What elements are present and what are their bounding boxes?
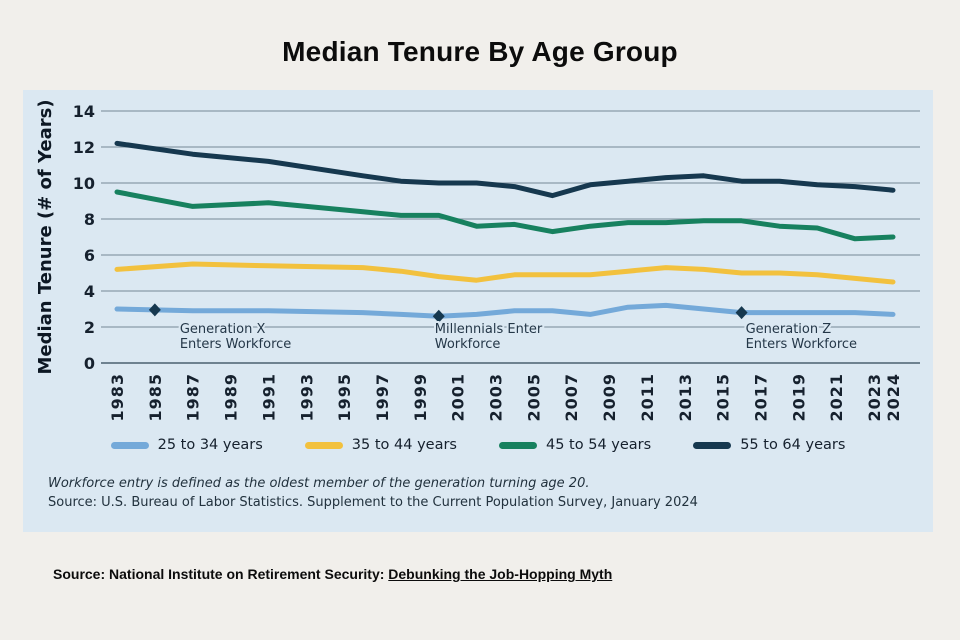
generation-marker-icon <box>735 306 748 320</box>
legend-item: 35 to 44 years <box>304 437 457 453</box>
x-tick-label: 1995 <box>335 373 354 422</box>
x-tick-label: 2007 <box>562 373 581 422</box>
annotation-label: Workforce <box>435 337 501 352</box>
series-line-55-to-64-years <box>114 140 896 199</box>
legend-label: 45 to 54 years <box>546 437 652 453</box>
legend-swatch-icon <box>499 441 537 449</box>
x-tick-label: 2023 <box>865 373 884 422</box>
bls-source-footnote: Source: U.S. Bureau of Labor Statistics.… <box>48 495 698 510</box>
x-tick-label: 2021 <box>827 373 846 422</box>
x-tick-label: 2015 <box>714 373 733 422</box>
legend-label: 55 to 64 years <box>740 437 846 453</box>
generation-marker-icon <box>432 309 445 323</box>
source-note-prefix: Source: National Institute on Retirement… <box>53 566 389 582</box>
x-tick-label: 2017 <box>752 373 771 422</box>
x-tick-label: 2005 <box>524 373 543 422</box>
source-note: Source: National Institute on Retirement… <box>53 566 612 582</box>
y-tick-label: 10 <box>73 174 95 193</box>
x-tick-label: 1989 <box>222 373 241 422</box>
source-link[interactable]: Debunking the Job-Hopping Myth <box>388 566 613 582</box>
x-tick-label: 1997 <box>373 373 392 422</box>
series-line-45-to-54-years <box>114 189 896 242</box>
x-tick-label: 1985 <box>146 373 165 422</box>
x-tick-label: 2003 <box>487 373 506 422</box>
legend-item: 45 to 54 years <box>499 437 651 453</box>
annotation-label: Enters Workforce <box>746 337 857 352</box>
y-tick-label: 6 <box>84 246 95 265</box>
chart-panel: 0 2 4 6 8 10 12 14 Median Tenure (# of Years) 198… <box>23 90 933 532</box>
x-tick-label: 2019 <box>789 373 808 422</box>
legend-item: 55 to 64 years <box>693 437 845 453</box>
x-tick-label: 1993 <box>297 373 316 422</box>
y-tick-label: 0 <box>84 354 95 373</box>
y-tick-label: 4 <box>84 282 95 301</box>
legend-swatch-icon <box>693 441 732 449</box>
x-tick-label: 1987 <box>184 373 203 422</box>
workforce-entry-footnote: Workforce entry is defined as the oldest… <box>48 476 590 491</box>
y-tick-label: 2 <box>84 318 95 337</box>
gridlines: 0 2 4 6 8 10 12 14 <box>73 102 920 373</box>
x-tick-label: 2009 <box>600 373 619 422</box>
generation-marker-icon <box>148 303 161 317</box>
tenure-line-chart: 0 2 4 6 8 10 12 14 Median Tenure (# of Years) 198… <box>35 99 920 422</box>
y-tick-label: 14 <box>73 102 95 121</box>
x-tick-label: 1991 <box>259 373 278 422</box>
x-tick-label: 2024 <box>884 373 903 422</box>
y-axis-title: Median Tenure (# of Years) <box>35 99 56 374</box>
x-tick-label: 2001 <box>449 373 468 422</box>
legend-swatch-icon <box>110 441 149 449</box>
x-tick-label: 1983 <box>108 373 127 422</box>
annotation-label: Millennials Enter <box>435 322 543 337</box>
legend-swatch-icon <box>304 441 343 449</box>
series-line-25-to-34-years <box>114 302 896 319</box>
legend-item: 25 to 34 years <box>110 437 263 453</box>
series-line-35-to-44-years <box>114 261 896 285</box>
legend-label: 25 to 34 years <box>157 437 263 453</box>
x-tick-label: 1999 <box>411 373 430 422</box>
chart-legend: 25 to 34 years 35 to 44 years 45 to 54 yea… <box>23 437 933 453</box>
x-tick-labels: 1983 1985 1987 1989 1991 1993 1995 1997 1999 2001… <box>108 373 903 422</box>
x-tick-label: 2013 <box>676 373 695 422</box>
x-tick-label: 2011 <box>638 373 657 422</box>
legend-label: 35 to 44 years <box>351 437 457 453</box>
annotation-label: Generation X <box>180 322 266 337</box>
annotation-label: Generation Z <box>746 322 832 337</box>
y-tick-label: 12 <box>73 138 95 157</box>
annotation-label: Enters Workforce <box>180 337 291 352</box>
chart-title: Median Tenure By Age Group <box>282 36 678 67</box>
y-tick-label: 8 <box>84 210 95 229</box>
